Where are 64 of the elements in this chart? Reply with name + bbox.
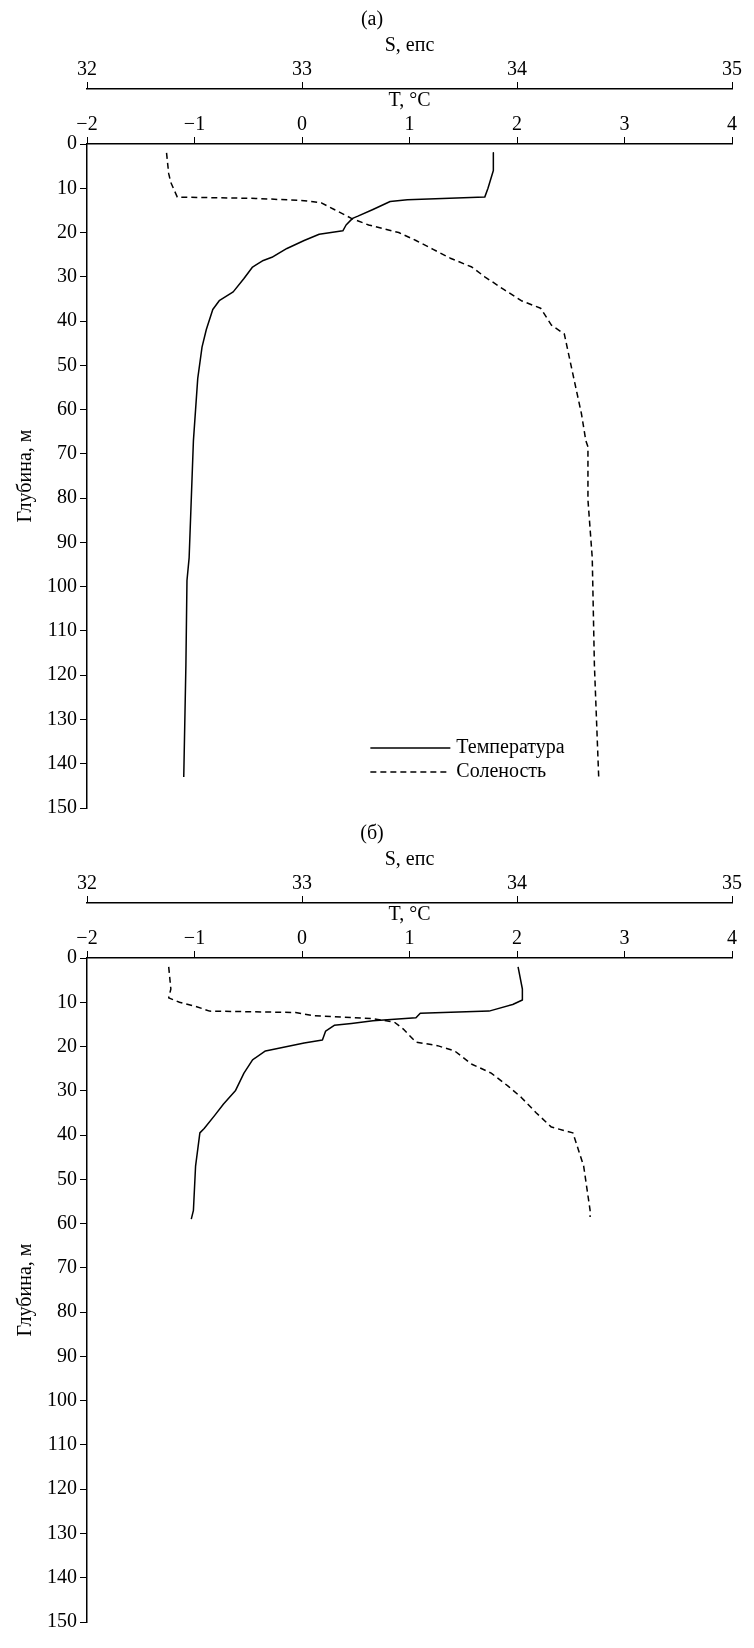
- x-tick-label: 2: [512, 112, 522, 135]
- y-tick-label: 60: [57, 396, 77, 419]
- y-axis-title: Глубина, м: [13, 429, 37, 523]
- x2-tick-label: 33: [292, 57, 312, 80]
- x-tick-label: 3: [619, 112, 630, 135]
- x-axis-title: T, °C: [388, 902, 431, 925]
- x-axis-title: T, °C: [388, 88, 431, 111]
- x2-tick-label: 32: [77, 57, 97, 80]
- y-tick-label: 140: [47, 1564, 77, 1587]
- x2-tick-label: 34: [507, 871, 527, 894]
- x-tick-label: −1: [183, 112, 206, 135]
- y-tick-label: 20: [57, 1033, 77, 1056]
- x-tick-label: 2: [512, 926, 522, 949]
- y-tick-label: 150: [47, 795, 77, 818]
- x-tick-label: −1: [183, 926, 206, 949]
- y-tick-label: 50: [57, 352, 77, 375]
- y-tick-label: 80: [57, 485, 77, 508]
- x2-tick-label: 34: [507, 57, 527, 80]
- x-tick-label: 1: [404, 926, 415, 949]
- x-tick-label: 3: [619, 926, 630, 949]
- y-tick-label: 20: [57, 219, 77, 242]
- y-tick-label: 10: [57, 175, 77, 198]
- y-tick-label: 100: [47, 573, 77, 596]
- chart-title: (a): [360, 7, 384, 31]
- y-tick-label: 30: [57, 1078, 77, 1101]
- x-tick-label: 4: [727, 112, 737, 135]
- y-tick-label: 70: [57, 441, 77, 464]
- y-tick-label: 70: [57, 1255, 77, 1278]
- x2-tick-label: 33: [292, 871, 312, 894]
- x-tick-label: 0: [297, 112, 307, 135]
- y-tick-label: 10: [57, 989, 77, 1012]
- y-tick-label: 130: [47, 706, 77, 729]
- x-tick-label: 1: [404, 112, 415, 135]
- y-tick-label: 120: [47, 662, 77, 685]
- legend-label: Соленость: [456, 759, 547, 782]
- y-tick-label: 150: [47, 1609, 77, 1632]
- y-tick-label: 60: [57, 1210, 77, 1233]
- x2-axis-title: S, епс: [384, 847, 435, 870]
- y-tick-label: 80: [57, 1299, 77, 1322]
- y-tick-label: 130: [47, 1520, 77, 1543]
- y-tick-label: 0: [67, 945, 77, 968]
- y-tick-label: 90: [57, 529, 77, 552]
- y-tick-label: 110: [47, 618, 77, 641]
- x-tick-label: −2: [76, 112, 98, 135]
- x2-tick-label: 35: [722, 57, 742, 80]
- chart-title: (б): [360, 821, 384, 845]
- y-tick-label: 30: [57, 264, 77, 287]
- y-tick-label: 110: [47, 1432, 77, 1455]
- y-tick-label: 90: [57, 1343, 77, 1366]
- y-tick-label: 40: [57, 1122, 77, 1145]
- x-tick-label: 4: [727, 926, 737, 949]
- x2-tick-label: 32: [77, 871, 97, 894]
- x2-tick-label: 35: [722, 871, 742, 894]
- y-axis-title: Глубина, м: [13, 1243, 37, 1337]
- y-tick-label: 0: [67, 131, 77, 154]
- x-tick-label: 0: [297, 926, 307, 949]
- x2-axis-title: S, епс: [384, 33, 435, 56]
- y-tick-label: 140: [47, 750, 77, 773]
- y-tick-label: 50: [57, 1166, 77, 1189]
- y-tick-label: 100: [47, 1387, 77, 1410]
- x-tick-label: −2: [76, 926, 98, 949]
- legend-label: Температура: [456, 735, 565, 759]
- y-tick-label: 120: [47, 1476, 77, 1499]
- y-tick-label: 40: [57, 308, 77, 331]
